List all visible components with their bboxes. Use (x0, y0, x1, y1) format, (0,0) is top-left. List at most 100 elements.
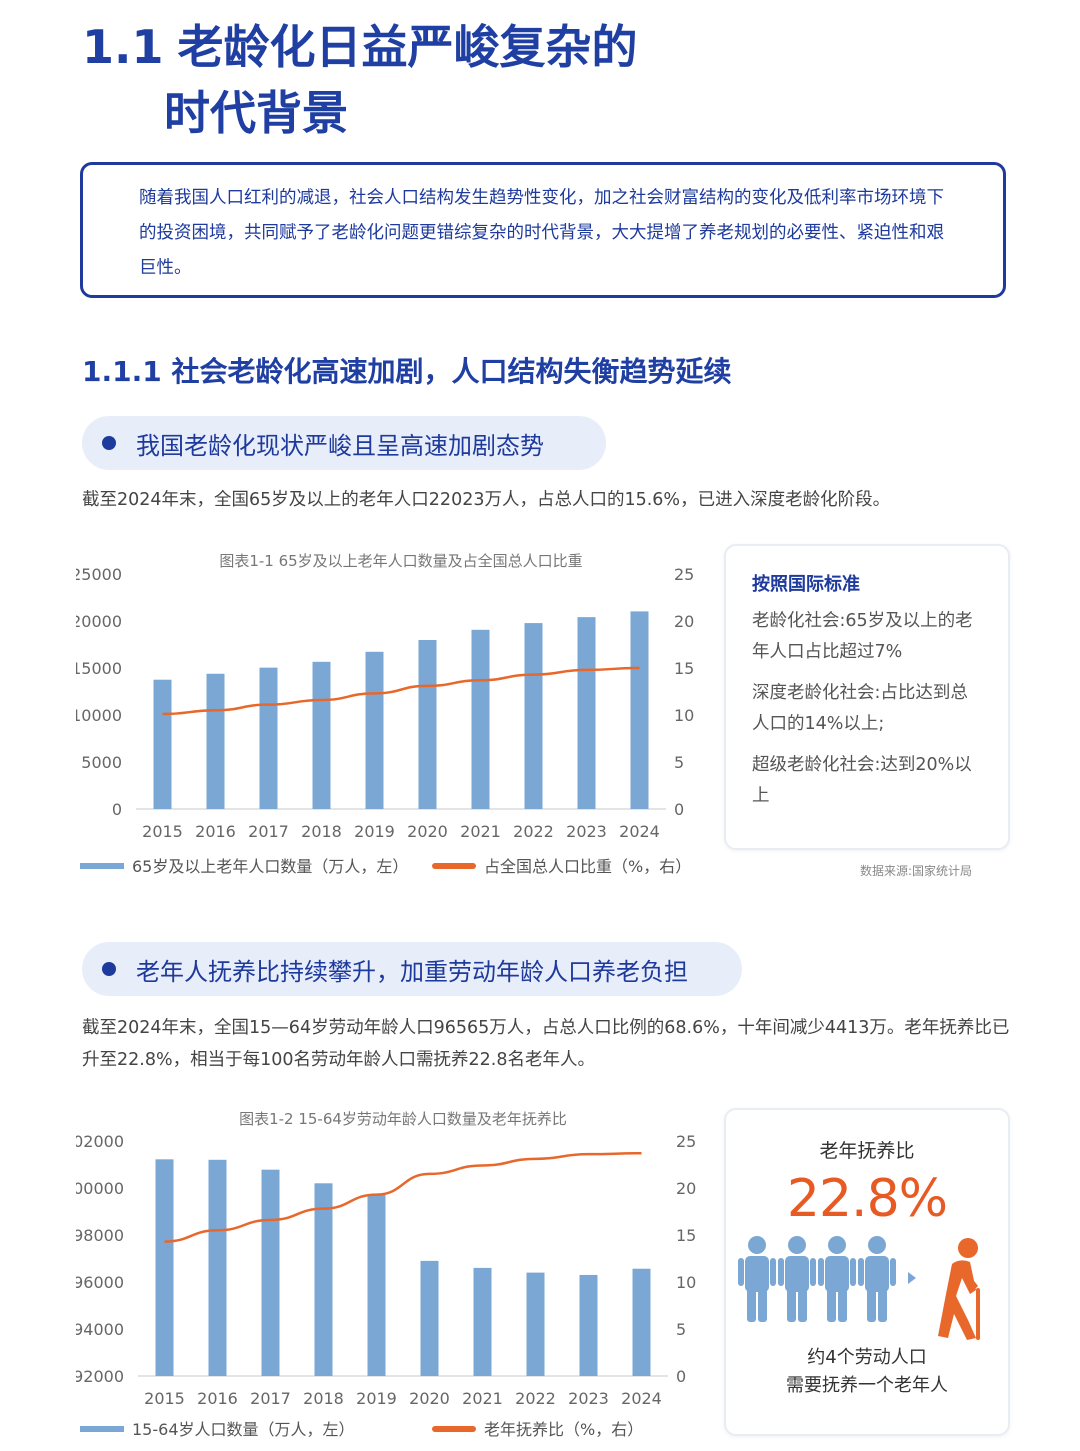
y-right-tick-label: 10 (674, 706, 694, 725)
x-tick-label: 2015 (144, 1389, 185, 1408)
chart-title: 图表1-2 15-64岁劳动年龄人口数量及老年抚养比 (239, 1110, 567, 1128)
dependency-ratio-value: 22.8% (786, 1169, 948, 1229)
bar (367, 1195, 386, 1376)
chart-elderly-population: 图表1-1 65岁及以上老年人口数量及占全国总人口比重 0 5000 10000 150… (71, 544, 712, 898)
dependency-ratio-note: 约4个劳动人口 需要抚养一个老年人 (726, 1344, 1008, 1400)
x-tick-label: 2018 (301, 822, 342, 841)
bar (632, 1268, 651, 1376)
y-right-tick-label: 5 (676, 1320, 686, 1339)
section-heading: 1.1.1 社会老龄化高速加剧，人口结构失衡趋势延续 (82, 355, 732, 388)
y-right-tick-label: 10 (676, 1273, 696, 1292)
y-right-tick-label: 0 (676, 1367, 686, 1386)
y-left-tick-label: 102000 (76, 1132, 124, 1151)
bar (314, 1183, 333, 1376)
bar (312, 661, 331, 809)
bullet-icon (102, 962, 116, 976)
y-left-tick-label: 92000 (76, 1367, 124, 1386)
chart-1-svg: 图表1-1 65岁及以上老年人口数量及占全国总人口比重0500010000150… (71, 552, 694, 876)
subheading-pill-1: 我国老龄化现状严峻且呈高速加剧态势 (82, 416, 606, 470)
x-tick-label: 2024 (619, 822, 660, 841)
note-line1: 约4个劳动人口 (807, 1347, 927, 1368)
y-left-tick-label: 100000 (76, 1179, 124, 1198)
elderly-person-icon (938, 1238, 980, 1340)
y-right-tick-label: 20 (676, 1179, 696, 1198)
x-tick-label: 2021 (460, 822, 501, 841)
bar (420, 1260, 439, 1376)
dependency-ratio-card: 老年抚养比 22.8% (724, 1108, 1010, 1436)
x-tick-label: 2019 (354, 822, 395, 841)
bar (418, 639, 437, 809)
legend-bar-swatch (80, 1426, 124, 1432)
bar (153, 679, 172, 809)
y-left-tick-label: 96000 (76, 1273, 124, 1292)
bar (206, 673, 225, 809)
bar (577, 617, 596, 809)
x-tick-label: 2018 (303, 1389, 344, 1408)
dependency-ratio-label: 老年抚养比 (819, 1140, 915, 1162)
bar (526, 1272, 545, 1376)
y-left-tick-label: 5000 (81, 753, 122, 772)
page-title: 1.1 老龄化日益严峻复杂的 时代背景 (82, 14, 638, 146)
paragraph-elderly-population: 截至2024年末，全国65岁及以上的老年人口22023万人，占总人口的15.6%… (82, 490, 891, 510)
x-tick-label: 2015 (142, 822, 183, 841)
bar (473, 1267, 492, 1376)
y-left-tick-label: 94000 (76, 1320, 124, 1339)
y-right-tick-label: 5 (674, 753, 684, 772)
x-tick-label: 2016 (195, 822, 236, 841)
card-item: 超级老龄化社会:达到20%以上 (752, 755, 972, 806)
bar (259, 667, 278, 809)
international-standard-card: 按照国际标准 老龄化社会:65岁及以上的老年人口占比超过7% 深度老龄化社会:占… (724, 544, 1010, 850)
title-line1: 老龄化日益严峻复杂的 (177, 20, 638, 74)
x-tick-label: 2019 (356, 1389, 397, 1408)
x-tick-label: 2020 (409, 1389, 450, 1408)
x-tick-label: 2021 (462, 1389, 503, 1408)
chart-2-svg: 图表1-2 15-64岁劳动年龄人口数量及老年抚养比 92000 94000 9600… (63, 1110, 696, 1439)
legend-line-swatch (432, 863, 476, 869)
bar (365, 651, 384, 809)
bar (579, 1274, 598, 1376)
chart-working-age-population: 图表1-2 15-64岁劳动年龄人口数量及老年抚养比 92000 94000 9600… (63, 1104, 712, 1451)
bar (155, 1159, 174, 1376)
x-tick-label: 2017 (248, 822, 289, 841)
legend-bar-label: 65岁及以上老年人口数量（万人，左） (132, 857, 408, 876)
y-right-tick-label: 20 (674, 612, 694, 631)
y-right-tick-label: 25 (676, 1132, 696, 1151)
legend-line-label: 占全国总人口比重（%，右） (484, 857, 691, 876)
worker-icon (858, 1236, 896, 1322)
bar (630, 611, 649, 809)
y-left-tick-label: 15000 (76, 659, 122, 678)
people-icon-group (738, 1236, 980, 1340)
series-line (164, 1151, 642, 1243)
bar (208, 1159, 227, 1376)
worker-icon (738, 1236, 776, 1322)
y-right-tick-label: 0 (674, 800, 684, 819)
x-tick-label: 2024 (621, 1389, 662, 1408)
y-left-tick-label: 25000 (76, 565, 122, 584)
y-right-tick-label: 15 (674, 659, 694, 678)
worker-icon (818, 1236, 856, 1322)
card-title: 按照国际标准 (752, 574, 860, 595)
x-tick-label: 2022 (513, 822, 554, 841)
y-left-tick-label: 0 (112, 800, 122, 819)
x-tick-label: 2020 (407, 822, 448, 841)
series-line (162, 666, 640, 716)
x-tick-label: 2023 (566, 822, 607, 841)
card-item: 老龄化社会:65岁及以上的老年人口占比超过7% (752, 611, 973, 662)
bullet-icon (102, 436, 116, 450)
x-tick-label: 2022 (515, 1389, 556, 1408)
y-left-tick-label: 10000 (76, 706, 122, 725)
title-line2: 时代背景 (164, 86, 348, 140)
x-tick-label: 2023 (568, 1389, 609, 1408)
subheading-pill-2: 老年人抚养比持续攀升，加重劳动年龄人口养老负担 (82, 942, 742, 996)
bar (261, 1169, 280, 1376)
paragraph-working-age: 截至2024年末，全国15—64岁劳动年龄人口96565万人，占总人口比例的68… (82, 1018, 1010, 1070)
x-tick-label: 2017 (250, 1389, 291, 1408)
y-left-tick-label: 20000 (76, 612, 122, 631)
chart-title: 图表1-1 65岁及以上老年人口数量及占全国总人口比重 (219, 552, 582, 570)
card-item: 深度老龄化社会:占比达到总人口的14%以上; (752, 683, 968, 734)
y-right-tick-label: 25 (674, 565, 694, 584)
x-tick-label: 2016 (197, 1389, 238, 1408)
worker-icon (778, 1236, 816, 1322)
y-right-tick-label: 15 (676, 1226, 696, 1245)
title-number: 1.1 (82, 20, 164, 74)
